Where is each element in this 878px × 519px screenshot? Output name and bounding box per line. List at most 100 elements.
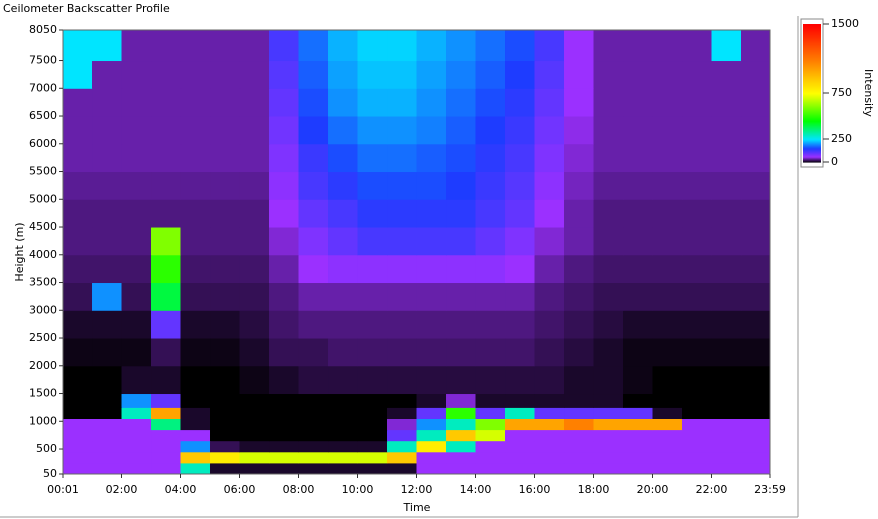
heatmap-cell [534, 462, 565, 474]
heatmap-cell [682, 254, 713, 284]
heatmap-cell [210, 440, 241, 453]
heatmap-cell [328, 199, 359, 228]
heatmap-cell [63, 227, 93, 256]
heatmap-cell [416, 199, 447, 228]
heatmap-cell [652, 199, 683, 228]
heatmap-cell [711, 143, 742, 173]
heatmap-cell [328, 407, 359, 419]
heatmap-cell [416, 418, 447, 431]
heatmap-cell [239, 199, 270, 228]
heatmap-cell [151, 171, 182, 200]
heatmap-cell [210, 171, 241, 200]
heatmap-cell [711, 338, 742, 367]
heatmap-cell [652, 254, 683, 284]
heatmap-cell [475, 116, 506, 145]
heatmap-cell [210, 462, 241, 474]
heatmap-cell [387, 116, 418, 145]
heatmap-cell [92, 451, 123, 464]
heatmap-cell [505, 440, 536, 453]
heatmap-cell [475, 429, 506, 442]
heatmap-cell [63, 429, 93, 442]
heatmap-cell [682, 227, 713, 256]
heatmap-cell [387, 440, 418, 453]
colorbar-swatch [803, 39, 821, 41]
heatmap-cell [63, 60, 93, 89]
heatmap-cell [328, 338, 359, 367]
heatmap-cell [505, 338, 536, 367]
heatmap-cell [475, 282, 506, 311]
heatmap-cell [711, 310, 742, 339]
heatmap-cell [593, 60, 624, 89]
heatmap-cell [298, 407, 329, 419]
heatmap-cell [564, 462, 595, 474]
colorbar-swatch [803, 157, 821, 159]
heatmap-cell [210, 227, 241, 256]
heatmap-cell [121, 199, 152, 228]
heatmap-cell [298, 171, 329, 200]
colorbar-swatch [803, 33, 821, 35]
heatmap-cell [593, 88, 624, 117]
heatmap-cell [711, 282, 742, 311]
heatmap-cell [623, 393, 654, 408]
heatmap-cell [741, 365, 770, 395]
heatmap-cell [298, 116, 329, 145]
x-tick-label: 22:00 [696, 483, 728, 496]
heatmap-cell [357, 310, 388, 339]
heatmap-cell [623, 462, 654, 474]
heatmap-cell [63, 462, 93, 474]
heatmap-cell [534, 393, 565, 408]
heatmap-cell [357, 440, 388, 453]
heatmap-cell [121, 440, 152, 453]
heatmap-cell [210, 116, 241, 145]
x-tick-label: 20:00 [637, 483, 669, 496]
heatmap-cell [298, 60, 329, 89]
heatmap-cell [593, 199, 624, 228]
heatmap-cell [475, 88, 506, 117]
heatmap-cell [180, 254, 211, 284]
heatmap-cell [387, 88, 418, 117]
colorbar-swatch [803, 122, 821, 124]
heatmap-cell [328, 143, 359, 173]
heatmap-cell [446, 227, 477, 256]
heatmap-cell [741, 30, 770, 62]
colorbar-swatch [803, 89, 821, 91]
heatmap-cell [269, 30, 300, 62]
x-tick-label: 16:00 [519, 483, 551, 496]
colorbar-swatch [803, 139, 821, 141]
heatmap-cell [63, 171, 93, 200]
heatmap-cell [63, 143, 93, 173]
y-tick-label: 7500 [29, 54, 57, 67]
heatmap-cell [564, 60, 595, 89]
y-tick-label: 2000 [29, 359, 57, 372]
colorbar-swatch [803, 81, 821, 83]
heatmap-cell [593, 462, 624, 474]
heatmap-cell [623, 227, 654, 256]
colorbar-swatch [803, 150, 821, 152]
heatmap-cell [534, 227, 565, 256]
heatmap-cell [121, 418, 152, 431]
heatmap-cell [446, 60, 477, 89]
colorbar-swatch [803, 120, 821, 122]
heatmap-cell [357, 60, 388, 89]
heatmap-cell [180, 407, 211, 419]
heatmap-cell [269, 338, 300, 367]
heatmap-cell [121, 60, 152, 89]
heatmap-cell [564, 227, 595, 256]
heatmap-cell [711, 88, 742, 117]
heatmap-cell [298, 393, 329, 408]
heatmap-cell [741, 407, 770, 419]
colorbar-swatch [803, 135, 821, 137]
heatmap-cell [564, 171, 595, 200]
heatmap-cell [269, 418, 300, 431]
heatmap-cell [741, 440, 770, 453]
heatmap-cell [92, 227, 123, 256]
colorbar-swatch [803, 65, 821, 67]
colorbar-swatch [803, 60, 821, 62]
heatmap-cell [623, 116, 654, 145]
heatmap-cell [239, 338, 270, 367]
heatmap-cell [652, 418, 683, 431]
heatmap-cell [92, 429, 123, 442]
heatmap-cell [328, 88, 359, 117]
colorbar-swatch [803, 44, 821, 46]
heatmap-cell [682, 199, 713, 228]
